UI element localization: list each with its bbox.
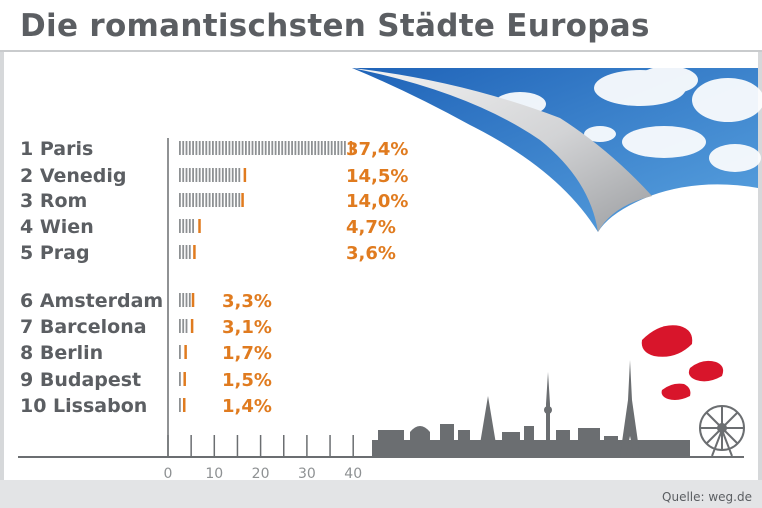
- sky-page-curl-illustration: [352, 66, 762, 232]
- bar: [179, 168, 247, 182]
- bar: [179, 372, 186, 386]
- category-label: 6 Amsterdam: [20, 290, 163, 312]
- bar: [179, 319, 194, 333]
- value-labels: 37,4% 14,5% 14,0% 4,7% 3,6% 3,3% 3,1% 1,7% 1,5% 1…: [222, 139, 408, 417]
- right-border: [758, 52, 762, 480]
- ferris-wheel-illustration: [699, 405, 745, 457]
- value-label: 1,5%: [222, 370, 272, 391]
- category-label: 5 Prag: [20, 242, 90, 264]
- source-note: Quelle: weg.de: [662, 490, 752, 504]
- bar: [179, 293, 195, 307]
- x-axis: 0 10 20 30 40: [18, 138, 744, 482]
- x-tick-label: 0: [164, 466, 173, 482]
- kiss-lips-decoration: [641, 325, 724, 400]
- category-label: 4 Wien: [20, 216, 94, 238]
- bar: [179, 219, 201, 233]
- footer-bar: [0, 480, 762, 508]
- value-label: 1,7%: [222, 343, 272, 364]
- value-label: 3,3%: [222, 291, 272, 312]
- category-label: 1 Paris: [20, 138, 93, 160]
- x-tick-label: 20: [252, 466, 270, 482]
- bars: [179, 141, 353, 412]
- category-label: 9 Budapest: [20, 369, 141, 391]
- category-labels: 1 Paris 2 Venedig 3 Rom 4 Wien 5 Prag 6 Amste…: [20, 138, 163, 417]
- bar: [179, 193, 244, 207]
- value-label: 14,5%: [346, 166, 408, 187]
- category-label: 2 Venedig: [20, 165, 127, 187]
- value-label: 4,7%: [346, 217, 396, 238]
- category-label: 3 Rom: [20, 190, 87, 212]
- value-label: 3,1%: [222, 317, 272, 338]
- x-tick-label: 10: [205, 466, 223, 482]
- category-label: 10 Lissabon: [20, 395, 147, 417]
- title-divider: [0, 50, 762, 52]
- city-skyline-illustration: [372, 360, 690, 456]
- bar: [179, 141, 353, 155]
- value-label: 37,4%: [346, 139, 408, 160]
- category-label: 7 Barcelona: [20, 316, 147, 338]
- x-tick-label: 30: [298, 466, 316, 482]
- bar: [179, 345, 187, 359]
- category-label: 8 Berlin: [20, 342, 103, 364]
- value-label: 3,6%: [346, 243, 396, 264]
- page-title: Die romantischsten Städte Europas: [20, 8, 650, 44]
- bar: [179, 398, 186, 412]
- left-border: [0, 52, 4, 480]
- x-tick-label: 40: [344, 466, 362, 482]
- value-label: 1,4%: [222, 396, 272, 417]
- value-label: 14,0%: [346, 191, 408, 212]
- bar: [179, 245, 196, 259]
